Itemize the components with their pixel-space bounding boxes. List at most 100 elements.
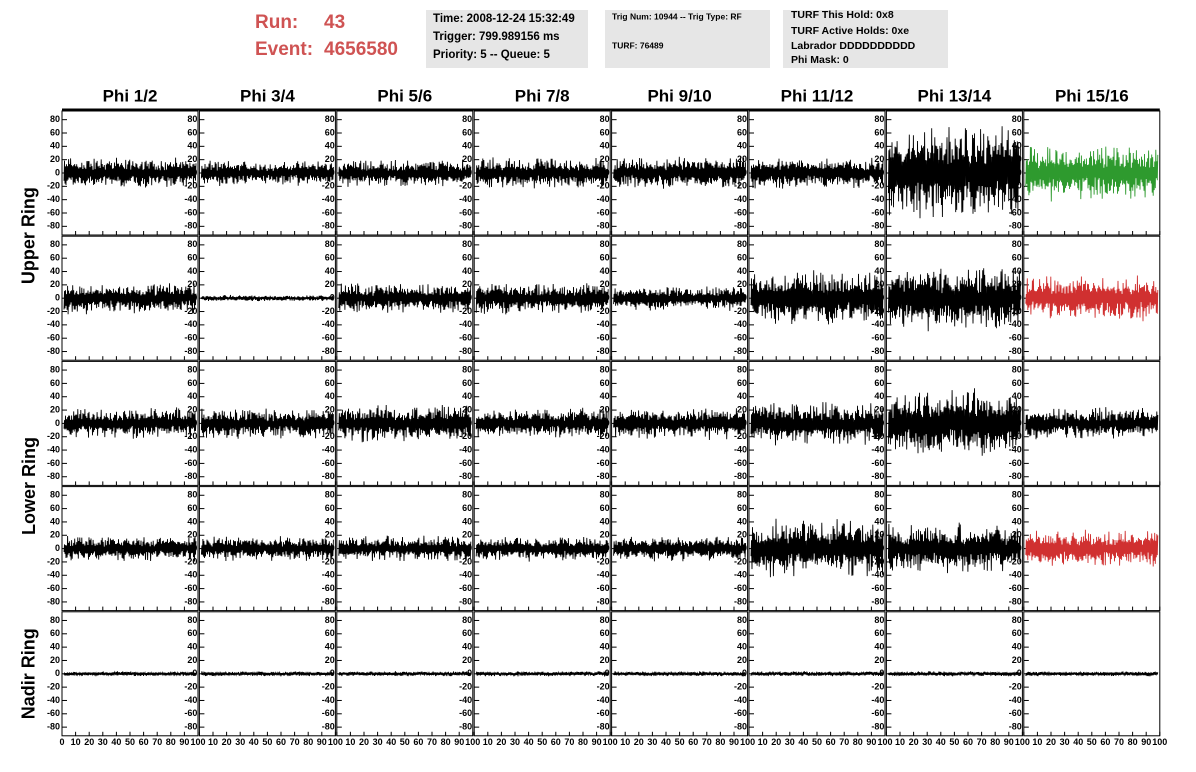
waveform (1025, 275, 1159, 322)
y-tick-label: -40 (1009, 444, 1022, 454)
y-tick-label: -80 (1009, 346, 1022, 356)
y-tick-label: 40 (325, 516, 335, 526)
y-tick-label: 40 (874, 642, 884, 652)
y-tick-label: -20 (1009, 306, 1022, 316)
x-tick-label: 100 (740, 737, 755, 747)
y-tick-label: 40 (187, 141, 197, 151)
y-tick-label: 20 (462, 154, 472, 164)
y-tick-label: -20 (184, 556, 197, 566)
y-tick-label: 80 (600, 615, 610, 625)
y-tick-label: -40 (184, 444, 197, 454)
waveform (1025, 407, 1159, 440)
y-tick-label: -60 (871, 583, 884, 593)
y-tick-label: 20 (874, 404, 884, 414)
y-tick-label: -80 (871, 221, 884, 231)
x-tick-label: 60 (139, 737, 149, 747)
y-tick-label: -80 (734, 722, 747, 732)
y-tick-label: 40 (1012, 391, 1022, 401)
x-tick-label: 80 (441, 737, 451, 747)
y-tick-label: 20 (325, 655, 335, 665)
y-tick-label: 60 (600, 503, 610, 513)
x-tick-label: 30 (98, 737, 108, 747)
y-tick-label: 20 (737, 279, 747, 289)
y-tick-label: 60 (50, 628, 60, 638)
y-tick-label: -60 (184, 458, 197, 468)
y-tick-label: 60 (737, 503, 747, 513)
y-tick-label: -20 (322, 682, 335, 692)
waveform (200, 160, 334, 187)
x-tick-label: 80 (578, 737, 588, 747)
y-tick-label: -20 (459, 556, 472, 566)
y-tick-label: -80 (184, 471, 197, 481)
y-tick-label: 60 (50, 127, 60, 137)
waveform (1025, 529, 1159, 567)
y-tick-label: -80 (1009, 596, 1022, 606)
y-tick-label: -40 (322, 695, 335, 705)
y-tick-label: -20 (184, 682, 197, 692)
waveform (475, 536, 609, 562)
y-tick-label: -40 (871, 444, 884, 454)
y-tick-label: 20 (50, 279, 60, 289)
y-tick-label: 0 (330, 543, 335, 553)
y-tick-label: 40 (325, 141, 335, 151)
x-tick-label: 40 (1073, 737, 1083, 747)
y-tick-label: -80 (597, 596, 610, 606)
x-tick-label: 70 (564, 737, 574, 747)
y-tick-label: 0 (1017, 167, 1022, 177)
x-tick-label: 10 (758, 737, 768, 747)
y-tick-label: 20 (187, 279, 197, 289)
x-tick-label: 30 (922, 737, 932, 747)
y-tick-label: 0 (1017, 293, 1022, 303)
y-tick-label: 80 (462, 490, 472, 500)
y-tick-label: 80 (187, 114, 197, 124)
y-tick-label: 60 (874, 503, 884, 513)
y-tick-label: -20 (322, 556, 335, 566)
y-tick-label: -20 (871, 431, 884, 441)
x-tick-label: 10 (345, 737, 355, 747)
y-tick-label: 20 (462, 279, 472, 289)
y-tick-label: -20 (459, 306, 472, 316)
y-tick-label: -20 (871, 682, 884, 692)
y-tick-label: 20 (50, 154, 60, 164)
info-line: TURF: 76489 (612, 40, 664, 50)
y-tick-label: -80 (47, 722, 60, 732)
y-tick-label: -80 (184, 221, 197, 231)
y-tick-label: -60 (734, 207, 747, 217)
y-tick-label: 60 (1012, 127, 1022, 137)
y-tick-label: 80 (325, 364, 335, 374)
y-tick-label: 60 (874, 253, 884, 263)
y-tick-label: 0 (192, 543, 197, 553)
waveform (475, 670, 609, 677)
y-tick-label: 60 (1012, 503, 1022, 513)
waveform (1025, 670, 1159, 677)
y-tick-label: -40 (459, 444, 472, 454)
y-tick-label: -60 (322, 708, 335, 718)
y-tick-label: 80 (1012, 615, 1022, 625)
y-tick-label: -40 (322, 194, 335, 204)
waveform (338, 670, 472, 677)
y-tick-label: -20 (734, 431, 747, 441)
y-tick-label: 0 (467, 543, 472, 553)
y-tick-label: 60 (1012, 628, 1022, 638)
column-header: Phi 9/10 (647, 86, 711, 105)
y-tick-label: -40 (322, 570, 335, 580)
y-tick-label: 60 (187, 378, 197, 388)
y-tick-label: -80 (47, 221, 60, 231)
waveform (63, 535, 197, 562)
waveform (613, 671, 747, 677)
info-line: Trig Num: 10944 -- Trig Type: RF (612, 11, 742, 21)
x-tick-label: 20 (634, 737, 644, 747)
x-tick-label: 80 (303, 737, 313, 747)
event-number: 4656580 (324, 39, 398, 60)
y-tick-label: -60 (322, 458, 335, 468)
y-tick-label: -20 (734, 682, 747, 692)
y-tick-label: -60 (184, 207, 197, 217)
x-tick-label: 40 (111, 737, 121, 747)
y-tick-label: 40 (325, 266, 335, 276)
y-tick-label: -20 (184, 431, 197, 441)
y-tick-label: -80 (459, 471, 472, 481)
y-tick-label: 0 (330, 167, 335, 177)
y-tick-label: 60 (325, 253, 335, 263)
waveform (475, 407, 609, 439)
y-tick-label: 80 (187, 615, 197, 625)
